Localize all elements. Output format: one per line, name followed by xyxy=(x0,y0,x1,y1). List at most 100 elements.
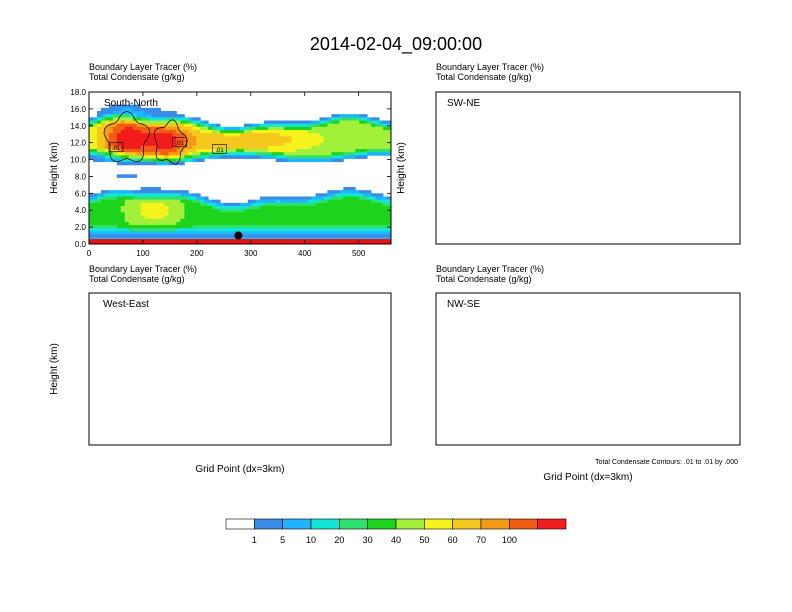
field-cell xyxy=(196,120,201,125)
field-cell xyxy=(124,130,130,134)
field-cell xyxy=(355,152,360,156)
field-cell xyxy=(96,149,102,153)
field-cell xyxy=(387,120,392,125)
field-cell xyxy=(156,228,161,232)
field-cell xyxy=(124,221,130,226)
field-cell xyxy=(216,231,221,235)
panel-subtitle-tracer: Boundary Layer Tracer (%) xyxy=(436,62,544,72)
field-cell xyxy=(112,209,118,213)
field-cell xyxy=(331,231,336,235)
field-cell xyxy=(279,231,285,235)
field-cell xyxy=(363,139,368,144)
field-cell xyxy=(343,123,348,128)
field-cell xyxy=(228,202,233,207)
field-cell xyxy=(371,152,376,156)
field-cell xyxy=(355,218,360,223)
field-cell xyxy=(367,145,372,150)
field-cell xyxy=(251,142,257,147)
field-cell xyxy=(132,215,138,220)
field-cell xyxy=(315,149,320,153)
field-cell xyxy=(232,126,237,131)
field-cell xyxy=(180,142,185,147)
field-cell xyxy=(152,155,157,159)
field-cell xyxy=(315,206,320,210)
field-cell xyxy=(188,142,193,147)
field-cell xyxy=(176,196,181,201)
field-cell xyxy=(379,145,384,150)
field-cell xyxy=(236,149,241,153)
field-cell xyxy=(335,196,340,201)
field-cell xyxy=(132,190,138,194)
field-cell xyxy=(220,130,225,134)
field-cell xyxy=(116,155,122,159)
field-cell xyxy=(220,126,225,131)
field-cell xyxy=(180,209,185,213)
field-cell xyxy=(283,199,289,204)
field-cell xyxy=(335,206,340,210)
field-cell xyxy=(283,209,289,213)
field-cell xyxy=(251,234,257,239)
field-cell xyxy=(120,155,126,159)
field-cell xyxy=(299,133,304,137)
field-cell xyxy=(327,231,332,235)
field-cell xyxy=(116,212,122,216)
field-cell xyxy=(263,196,269,201)
field-cell xyxy=(240,212,245,216)
field-cell xyxy=(240,228,245,232)
field-cell xyxy=(104,218,110,223)
field-cell xyxy=(188,196,193,201)
field-cell xyxy=(128,139,134,144)
field-cell xyxy=(144,199,149,204)
field-cell xyxy=(164,130,169,134)
field-cell xyxy=(251,215,257,220)
field-cell xyxy=(311,206,316,210)
field-cell xyxy=(92,152,98,156)
field-cell xyxy=(319,206,324,210)
field-cell xyxy=(275,145,281,150)
field-cell xyxy=(383,136,388,140)
field-cell xyxy=(247,221,253,226)
field-cell xyxy=(180,133,185,137)
field-cell xyxy=(367,133,372,137)
field-cell xyxy=(160,231,165,235)
field-cell xyxy=(92,130,98,134)
field-cell xyxy=(327,199,332,204)
field-cell xyxy=(351,123,356,128)
field-cell xyxy=(204,196,209,201)
field-cell xyxy=(200,130,205,134)
field-cell xyxy=(263,225,269,229)
field-cell xyxy=(100,152,106,156)
field-cell xyxy=(363,126,368,131)
field-cell xyxy=(323,152,328,156)
field-cell xyxy=(156,202,161,207)
field-cell xyxy=(156,187,161,191)
field-cell xyxy=(339,206,344,210)
field-cell xyxy=(303,196,308,201)
field-cell xyxy=(331,126,336,131)
field-cell xyxy=(180,234,185,239)
field-cell xyxy=(180,130,185,134)
field-cell xyxy=(108,209,114,213)
field-cell xyxy=(291,149,297,153)
field-cell xyxy=(311,152,316,156)
field-cell xyxy=(271,120,277,125)
field-cell xyxy=(89,199,94,204)
field-cell xyxy=(359,225,364,229)
field-cell xyxy=(132,158,138,163)
field-cell xyxy=(196,234,201,239)
field-cell xyxy=(259,225,265,229)
field-cell xyxy=(311,126,316,131)
field-cell xyxy=(295,212,300,216)
field-cell xyxy=(267,123,273,128)
field-cell xyxy=(184,145,189,150)
field-cell xyxy=(164,225,169,229)
field-cell xyxy=(128,136,134,140)
field-cell xyxy=(164,136,169,140)
field-cell xyxy=(383,145,388,150)
field-cell xyxy=(220,234,225,239)
field-cell xyxy=(263,130,269,134)
field-cell xyxy=(311,225,316,229)
field-cell xyxy=(363,120,368,125)
field-cell xyxy=(335,155,340,159)
field-cell xyxy=(89,145,94,150)
